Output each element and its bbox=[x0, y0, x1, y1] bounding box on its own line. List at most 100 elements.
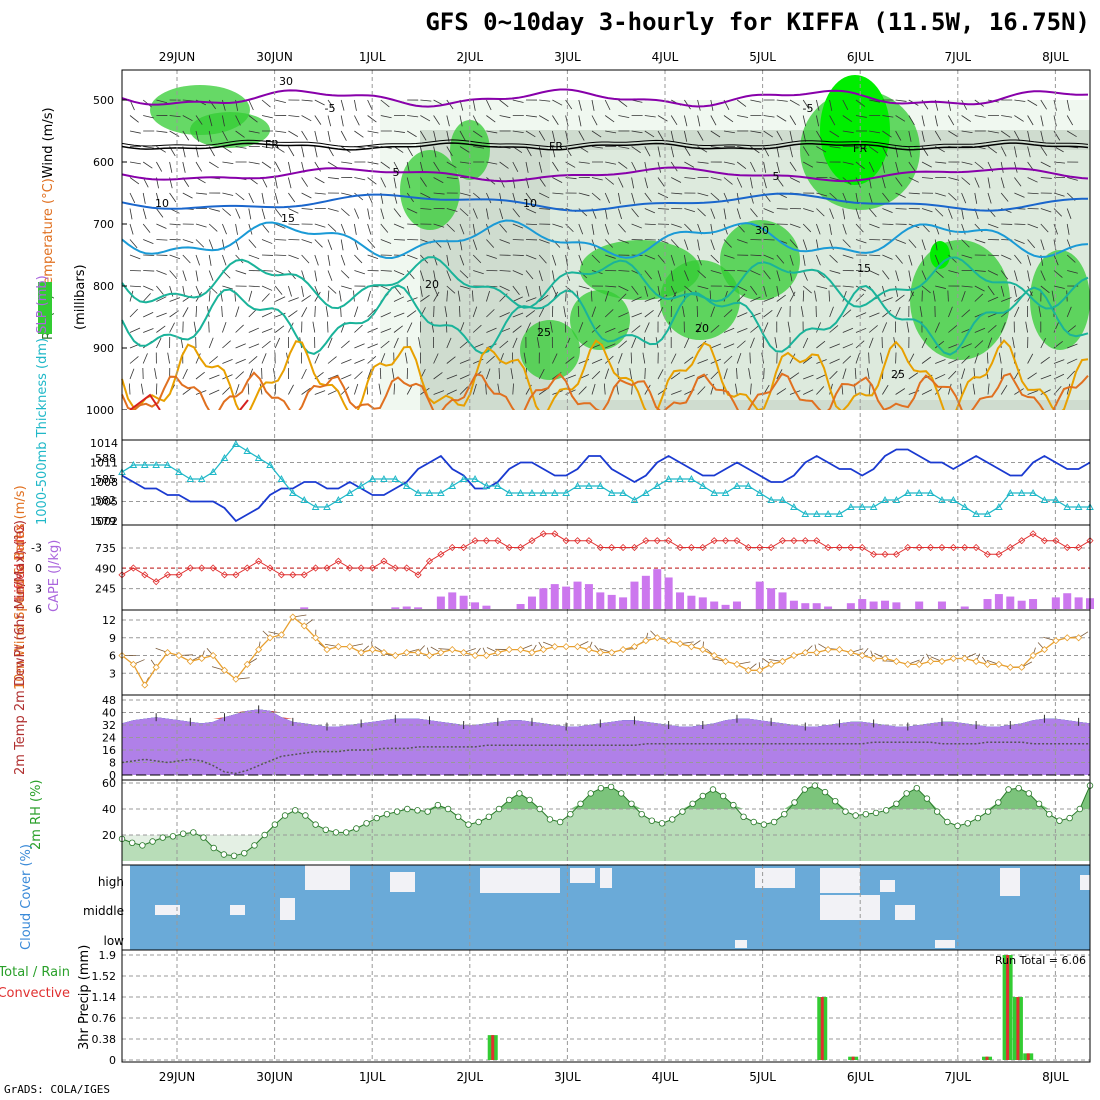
wind-barb bbox=[1053, 359, 1065, 364]
wind-barb bbox=[446, 223, 455, 232]
wind-barb bbox=[446, 285, 456, 294]
wind-barb bbox=[842, 309, 852, 318]
lifted-index-marker bbox=[494, 537, 502, 545]
bottom-date-label: 5JUL bbox=[749, 1070, 776, 1084]
wind-barb bbox=[486, 223, 491, 235]
wind-barb bbox=[935, 359, 946, 364]
rh-marker bbox=[832, 798, 839, 805]
temp-tick-label: 8 bbox=[109, 757, 116, 770]
wind-barb bbox=[1027, 372, 1037, 380]
cape-ylabel: CAPE (J/kg) bbox=[47, 540, 62, 612]
wind-barb bbox=[816, 374, 827, 380]
rh-ylabel: 2m RH (%) bbox=[29, 779, 44, 850]
lifted-index-marker bbox=[380, 557, 388, 565]
wind-barb bbox=[354, 208, 360, 219]
wind-barb bbox=[882, 322, 888, 333]
wind-barb bbox=[275, 99, 286, 104]
wind-barb bbox=[631, 192, 635, 204]
wind-barb bbox=[829, 146, 841, 149]
wind-barb bbox=[697, 322, 703, 333]
wind-barb bbox=[261, 223, 270, 233]
rh-high-area bbox=[122, 785, 1090, 809]
temp-contour-40 bbox=[129, 393, 249, 411]
wind-barb bbox=[143, 115, 155, 119]
wind-barb bbox=[156, 325, 166, 333]
wind-barb bbox=[367, 161, 379, 165]
wind-barb bbox=[855, 352, 860, 364]
rh-marker bbox=[200, 834, 207, 841]
wind-speed-marker bbox=[163, 648, 172, 657]
wind-barb bbox=[1000, 192, 1009, 202]
wind-barb bbox=[393, 208, 402, 218]
wind-barb bbox=[974, 161, 984, 170]
wind-barb bbox=[486, 208, 489, 220]
wind-barb bbox=[354, 270, 366, 275]
lifted-index-marker bbox=[881, 550, 889, 558]
wind-barb bbox=[1067, 343, 1078, 349]
lifted-index-marker bbox=[858, 543, 866, 552]
wind-barb bbox=[288, 223, 300, 226]
wind-barb bbox=[420, 270, 425, 282]
rh-marker bbox=[414, 807, 421, 814]
wind-barb bbox=[895, 239, 906, 244]
wind-barb bbox=[261, 328, 273, 333]
wind-barb bbox=[829, 223, 832, 235]
wind-barb bbox=[802, 356, 813, 364]
wind-barb bbox=[512, 208, 520, 218]
wind-barb bbox=[327, 270, 333, 281]
wind-barb bbox=[697, 386, 706, 395]
wind-barb bbox=[142, 161, 153, 169]
wind-barb bbox=[935, 373, 946, 380]
cloud-gap bbox=[305, 865, 350, 890]
rh-green-area bbox=[720, 220, 800, 300]
rh-marker bbox=[577, 800, 584, 807]
thickness-marker bbox=[1074, 502, 1083, 510]
wind-barb bbox=[1027, 177, 1038, 183]
wind-barb bbox=[723, 285, 735, 288]
cloud-level-label-high: high bbox=[98, 875, 124, 889]
wind-barb bbox=[1014, 388, 1024, 395]
wind-barb bbox=[987, 192, 992, 204]
wind-barb bbox=[195, 353, 201, 364]
wind-barb bbox=[787, 321, 791, 333]
wind-barb bbox=[605, 327, 616, 333]
wind-barb bbox=[736, 208, 741, 220]
rh-green-area bbox=[520, 320, 580, 380]
wind-barb bbox=[591, 383, 596, 395]
lifted-index-marker bbox=[209, 564, 217, 572]
wind-barb bbox=[776, 294, 786, 302]
cape-bar bbox=[641, 575, 650, 609]
wind-barb bbox=[842, 290, 847, 302]
wind-barb bbox=[974, 177, 980, 188]
wind-barb bbox=[380, 99, 390, 108]
thickness-marker bbox=[1017, 488, 1026, 496]
wind-barb bbox=[935, 192, 946, 197]
wind-barb bbox=[974, 192, 978, 204]
contour-label: 10 bbox=[155, 197, 169, 210]
wind-barb bbox=[209, 389, 220, 395]
wind-barb bbox=[670, 270, 674, 282]
lifted-index-marker bbox=[949, 543, 957, 552]
wind-barb bbox=[261, 115, 273, 119]
wind-barb bbox=[736, 293, 746, 302]
top-date-label: 6JUL bbox=[847, 50, 874, 64]
bottom-date-label: 6JUL bbox=[847, 1070, 874, 1084]
wind-barb bbox=[1040, 223, 1049, 233]
precip-tick-label: 1.52 bbox=[92, 970, 117, 983]
wind-barb bbox=[802, 337, 809, 349]
wind-barb bbox=[948, 208, 953, 219]
wind-barb bbox=[446, 270, 452, 281]
wind-barb bbox=[248, 208, 252, 220]
wind-barb bbox=[816, 386, 825, 395]
wind-barb bbox=[486, 254, 497, 259]
wind-barb bbox=[710, 343, 722, 349]
wind-barb bbox=[750, 285, 758, 296]
wind-barb bbox=[776, 369, 783, 380]
thickness-marker bbox=[698, 481, 707, 489]
wind-barb bbox=[446, 389, 457, 395]
wind-barb bbox=[248, 308, 257, 318]
thickness-marker bbox=[243, 446, 252, 454]
wind-barb bbox=[327, 208, 339, 212]
wind-barb bbox=[631, 130, 643, 134]
thickness-marker bbox=[323, 502, 331, 510]
